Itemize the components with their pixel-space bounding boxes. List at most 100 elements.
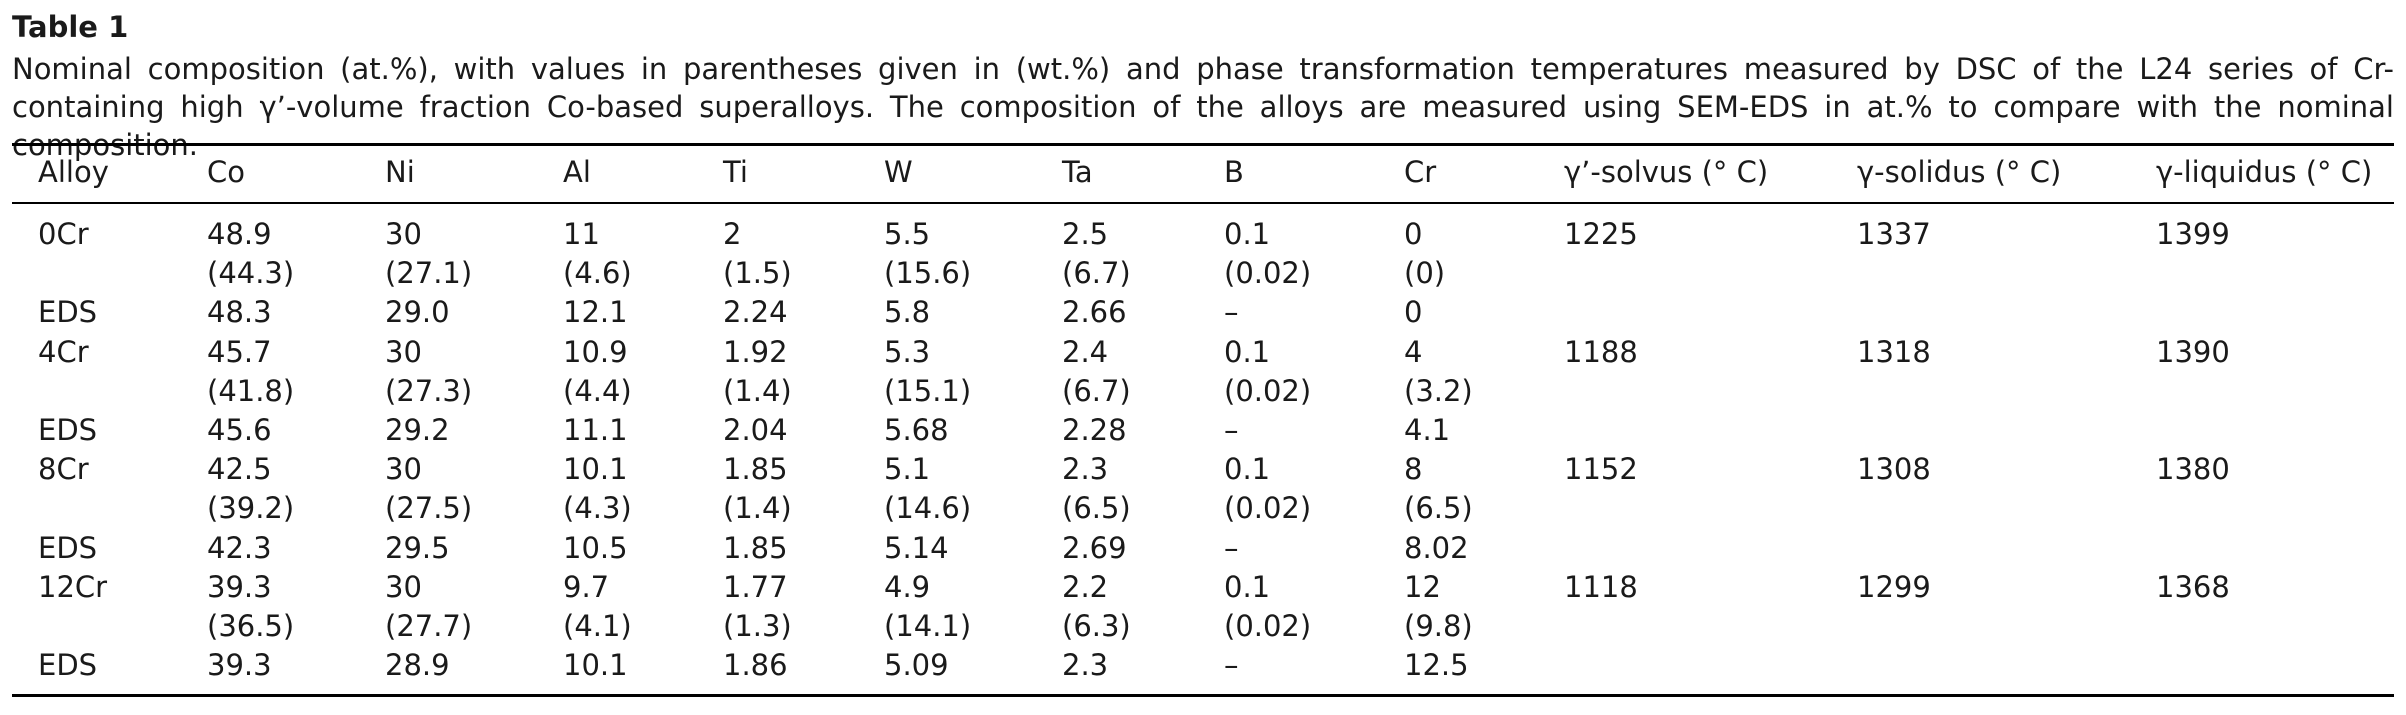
table-cell: 29.0	[385, 295, 450, 330]
table-cell: 2.2	[1062, 569, 1109, 604]
table-cell: 42.3	[207, 530, 272, 565]
table-cell: 1.92	[723, 334, 788, 369]
table-cell: 5.14	[884, 530, 949, 565]
table-cell: (0.02)	[1224, 609, 1312, 643]
table-cell: 30	[385, 334, 422, 369]
header-rule	[12, 202, 2394, 204]
table-cell: 2.5	[1062, 217, 1109, 251]
table-cell: 4Cr	[38, 334, 89, 369]
column-header: Ni	[385, 155, 415, 189]
table-cell: 11.1	[563, 413, 628, 447]
table-cell: 8Cr	[38, 452, 89, 487]
table-cell: 2.28	[1062, 413, 1127, 447]
table-cell: 2.4	[1062, 334, 1109, 369]
table-cell: 9.7	[563, 569, 610, 604]
table-cell: (27.7)	[385, 609, 473, 643]
table-cell: 29.2	[385, 413, 450, 447]
table-cell: 1337	[1857, 217, 1931, 251]
table-cell: EDS	[38, 295, 98, 330]
table-cell: EDS	[38, 413, 98, 447]
table-cell: 39.3	[207, 569, 272, 604]
table-cell: EDS	[38, 648, 98, 683]
table-cell: 12	[1404, 569, 1441, 604]
table-cell: 42.5	[207, 452, 272, 487]
table-cell: (0.02)	[1224, 373, 1312, 408]
table-cell: 0Cr	[38, 217, 89, 251]
top-rule	[12, 143, 2394, 146]
table-cell: 2.3	[1062, 452, 1109, 487]
table-cell: 1399	[2156, 217, 2230, 251]
column-header: Al	[563, 155, 591, 189]
table-cell: (1.5)	[723, 256, 792, 291]
table-cell: 4	[1404, 334, 1423, 369]
column-header: B	[1224, 155, 1244, 189]
table-cell: (1.3)	[723, 609, 792, 643]
table-cell: (36.5)	[207, 609, 295, 643]
table-cell: –	[1224, 413, 1239, 447]
table-cell: (6.7)	[1062, 373, 1131, 408]
table-cell: (44.3)	[207, 256, 295, 291]
table-cell: 1308	[1857, 452, 1931, 487]
table-cell: 48.3	[207, 295, 272, 330]
table-cell: 1118	[1564, 569, 1638, 604]
table-cell: (0.02)	[1224, 491, 1312, 526]
table-cell: 0.1	[1224, 569, 1271, 604]
table-cell: (1.4)	[723, 373, 792, 408]
table-cell: 8.02	[1404, 530, 1469, 565]
table-cell: (27.5)	[385, 491, 473, 526]
table-cell: 5.8	[884, 295, 931, 330]
table-cell: 5.1	[884, 452, 931, 487]
table-cell: 29.5	[385, 530, 450, 565]
table-cell: 28.9	[385, 648, 450, 683]
table-cell: 0	[1404, 295, 1423, 330]
column-header: Ta	[1062, 155, 1093, 189]
table-cell: (14.1)	[884, 609, 972, 643]
column-header: Cr	[1404, 155, 1437, 189]
table-cell: (4.4)	[563, 373, 632, 408]
table-cell: 30	[385, 452, 422, 487]
table-cell: (6.5)	[1404, 491, 1473, 526]
table-cell: 1.77	[723, 569, 788, 604]
column-header: W	[884, 155, 913, 189]
table-cell: 2.69	[1062, 530, 1127, 565]
table-cell: 1390	[2156, 334, 2230, 369]
table-cell: 0	[1404, 217, 1423, 251]
table-cell: 5.3	[884, 334, 931, 369]
table-cell: –	[1224, 648, 1239, 683]
table-cell: 12Cr	[38, 569, 108, 604]
table-cell: (0.02)	[1224, 256, 1312, 291]
table-caption: Nominal composition (at.%), with values …	[12, 52, 2394, 162]
table-cell: 10.5	[563, 530, 628, 565]
table-cell: 0.1	[1224, 334, 1271, 369]
table-cell: 2.3	[1062, 648, 1109, 683]
table-cell: 5.09	[884, 648, 949, 683]
table-cell: 30	[385, 217, 422, 251]
table-cell: (6.3)	[1062, 609, 1131, 643]
table-cell: 1380	[2156, 452, 2230, 487]
table-cell: (14.6)	[884, 491, 972, 526]
table-cell: (0)	[1404, 256, 1446, 291]
table-cell: 4.1	[1404, 413, 1451, 447]
table-cell: (6.7)	[1062, 256, 1131, 291]
column-header: γ’-solvus (° C)	[1564, 155, 1769, 189]
table-cell: EDS	[38, 530, 98, 565]
table-cell: 0.1	[1224, 452, 1271, 487]
table-cell: (3.2)	[1404, 373, 1473, 408]
table-cell: 1.85	[723, 452, 788, 487]
table-cell: (1.4)	[723, 491, 792, 526]
column-header: Ti	[723, 155, 748, 189]
column-header: Alloy	[38, 155, 109, 189]
table-label: Table 1	[12, 10, 129, 44]
table-cell: 12.5	[1404, 648, 1469, 683]
table-cell: 1.85	[723, 530, 788, 565]
table-cell: 1188	[1564, 334, 1638, 369]
table-cell: (4.1)	[563, 609, 632, 643]
column-header: Co	[207, 155, 245, 189]
table-cell: 10.9	[563, 334, 628, 369]
table-cell: 1.86	[723, 648, 788, 683]
table-cell: 48.9	[207, 217, 272, 251]
table-cell: (41.8)	[207, 373, 295, 408]
column-header: γ-solidus (° C)	[1857, 155, 2062, 189]
table-cell: 1368	[2156, 569, 2230, 604]
